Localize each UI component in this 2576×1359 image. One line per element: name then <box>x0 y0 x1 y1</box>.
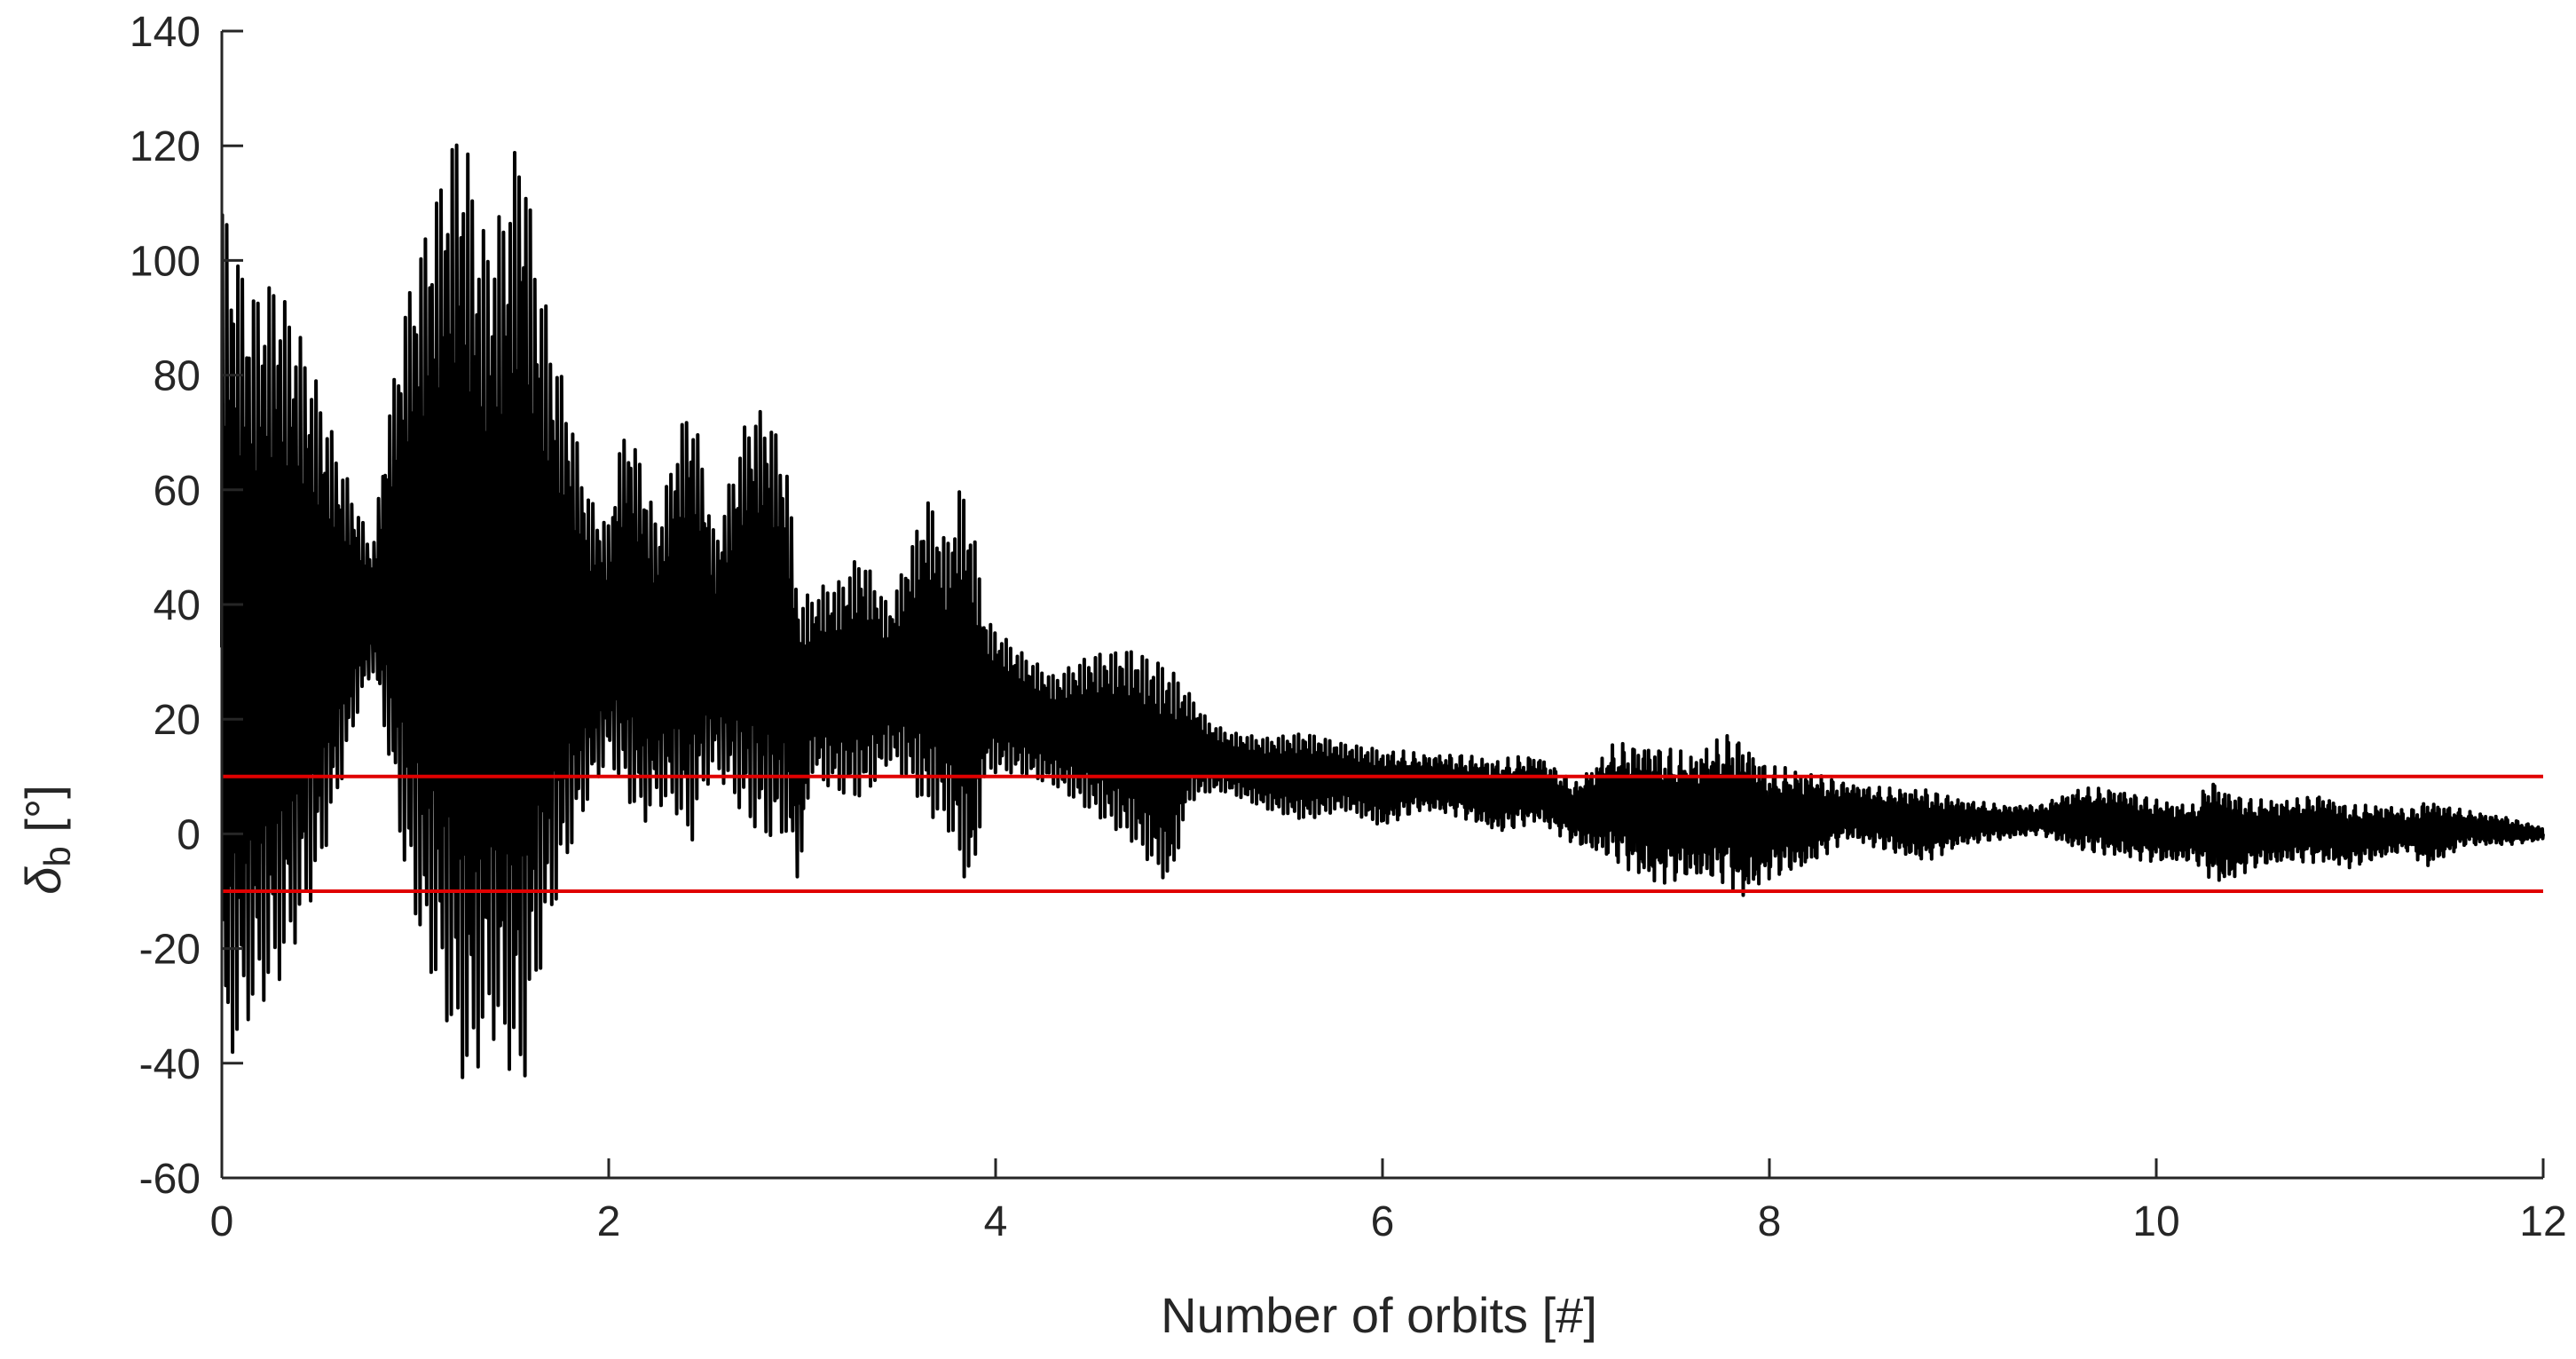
y-tick-label: -40 <box>139 1041 201 1088</box>
x-axis: 0 2 4 6 8 10 12 <box>210 1158 2567 1245</box>
x-tick-label: 0 <box>210 1198 234 1245</box>
y-tick-label: 40 <box>154 582 201 629</box>
y-tick-label: 60 <box>154 468 201 515</box>
signal-series <box>220 143 2545 1079</box>
threshold-lines <box>222 774 2543 893</box>
y-tick-label: -60 <box>139 1156 201 1203</box>
y-axis-label-subscript: b <box>36 846 78 866</box>
x-tick-label: 2 <box>597 1198 621 1245</box>
y-axis: -60 -40 -20 0 20 40 60 80 100 120 140 <box>130 9 243 1203</box>
y-tick-label: 140 <box>130 9 201 56</box>
y-tick-label: -20 <box>139 927 201 974</box>
y-tick-label: 80 <box>154 353 201 400</box>
y-axis-label: δb [°] <box>15 785 78 895</box>
x-tick-label: 4 <box>984 1198 1008 1245</box>
x-axis-label: Number of orbits [#] <box>1161 1287 1597 1343</box>
y-axis-label-unit: [°] <box>15 785 71 846</box>
x-tick-label: 12 <box>2519 1198 2566 1245</box>
y-tick-label: 100 <box>130 238 201 285</box>
x-tick-label: 10 <box>2132 1198 2179 1245</box>
x-tick-label: 6 <box>1371 1198 1395 1245</box>
y-tick-label: 20 <box>154 697 201 744</box>
signal-line <box>220 143 2545 1079</box>
y-tick-label: 0 <box>177 811 201 858</box>
x-tick-label: 8 <box>1758 1198 1782 1245</box>
y-axis-label-symbol: δ <box>15 866 71 895</box>
y-tick-label: 120 <box>130 123 201 170</box>
